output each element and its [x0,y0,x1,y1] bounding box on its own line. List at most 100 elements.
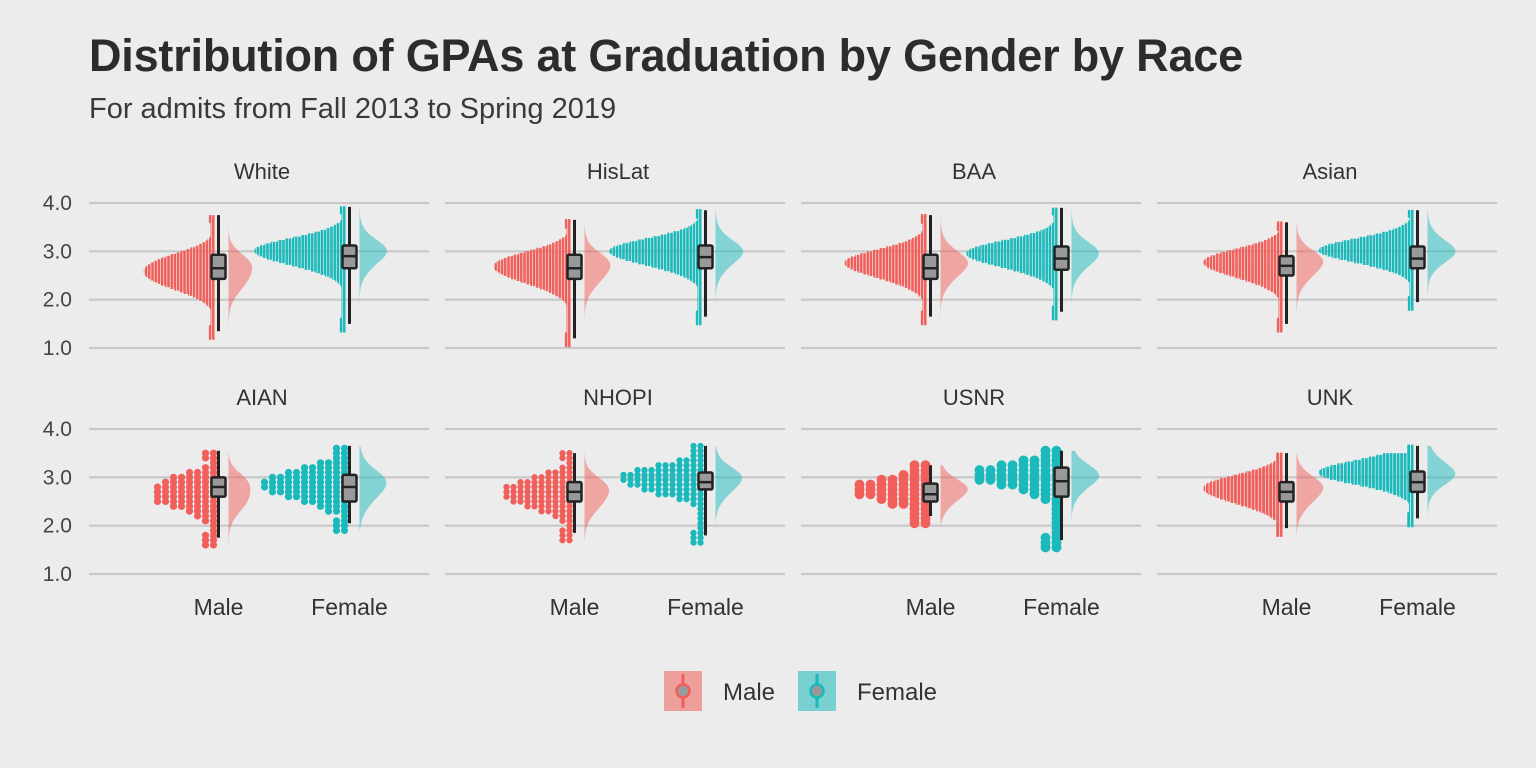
panel-asian [1157,201,1497,350]
gpa-dot [552,493,559,500]
gpa-dot [669,462,676,469]
half-violin [1296,453,1324,536]
gpa-dot [690,442,697,450]
gpa-dot [332,444,341,452]
gpa-dot [531,474,538,481]
gpa-dot [1018,455,1029,466]
gpa-dot [566,522,573,529]
half-violin [940,465,968,524]
gpa-dot [545,469,552,476]
male-raincloud [503,450,610,544]
legend-label-female: Female [857,679,937,706]
gpa-dot [559,464,566,471]
gpa-dot [524,483,531,491]
gpa-dot [985,465,996,476]
gpa-dot [531,483,538,491]
gpa-dot [690,534,697,541]
gpa-dot [690,486,697,493]
panel-aian [89,427,429,576]
panel-unk [1157,427,1497,576]
gpa-dot [510,483,517,491]
gpa-dot [552,512,559,520]
gpa-dot [697,491,704,498]
x-tick-label: Male [906,594,956,620]
gpa-dot [531,488,538,495]
x-tick-label: Female [1379,594,1456,620]
gpa-dot [559,493,566,500]
gpa-dot [676,486,683,493]
gpa-dot [552,469,559,476]
gpa-dot [676,462,683,469]
male-raincloud [153,449,251,549]
gpa-dot [559,498,566,505]
gpa-dot [185,468,194,477]
gpa-dot [697,442,704,450]
gpa-dot [648,471,655,479]
gpa-dot [669,471,676,479]
half-violin [715,210,744,324]
gpa-dot [552,483,559,491]
gpa-dot [683,486,690,493]
gpa-dot [683,491,690,498]
gpa-dot [169,473,178,481]
gpa-dot [559,503,566,510]
gpa-dot [690,462,697,469]
legend-label-male: Male [723,679,775,706]
half-violin [228,450,251,545]
y-tick-label: 4.0 [43,418,72,441]
gpa-dot [538,479,545,486]
gpa-dot [634,476,641,483]
gpa-dot [524,488,531,495]
gpa-dot [697,529,704,537]
gpa-dot [662,466,669,474]
gpa-dot [1051,445,1062,456]
panel-white [89,201,429,350]
gpa-dot [669,466,676,474]
chart-title: Distribution of GPAs at Graduation by Ge… [89,30,1243,81]
gpa-dot [669,476,676,483]
half-violin [1296,222,1324,332]
gpa-dot [627,471,634,479]
gpa-dot [517,493,524,500]
gpa-dot [627,481,634,488]
x-tick-label: Male [550,594,600,620]
gpa-dot [201,531,210,539]
male-raincloud [493,218,611,347]
gpa-dot [552,498,559,505]
gpa-dot [566,454,573,462]
gpa-dot [517,479,524,486]
gpa-dot [559,483,566,491]
gpa-dot [559,508,566,515]
gpa-dot [648,481,655,488]
panel-label: NHOPI [583,385,653,410]
gpa-dot [566,532,573,539]
gpa-dot [683,462,690,469]
gpa-dot [559,517,566,524]
gpa-dot [559,537,566,544]
gpa-dot [1029,455,1040,466]
gpa-dot [676,476,683,483]
half-violin [715,445,743,543]
gpa-dot [566,537,573,544]
gpa-dot [552,503,559,510]
gpa-dot [538,503,545,510]
gpa-dot [697,452,704,459]
gpa-dot [669,491,676,498]
gpa-dot [566,527,573,534]
gpa-dot [552,488,559,495]
gpa-dot [662,471,669,479]
gpa-dot [276,473,285,481]
gpa-dot [545,488,552,495]
half-violin [359,206,387,332]
gpa-dot [340,444,349,452]
gpa-dot [690,452,697,459]
gpa-dot [566,508,573,515]
gpa-dot [524,493,531,500]
female-raincloud [620,442,743,546]
gpa-dot [697,510,704,517]
gpa-dot [683,471,690,479]
gpa-dot [559,454,566,462]
gpa-dot [538,493,545,500]
gpa-dot [284,468,293,477]
gpa-dot [898,469,909,480]
